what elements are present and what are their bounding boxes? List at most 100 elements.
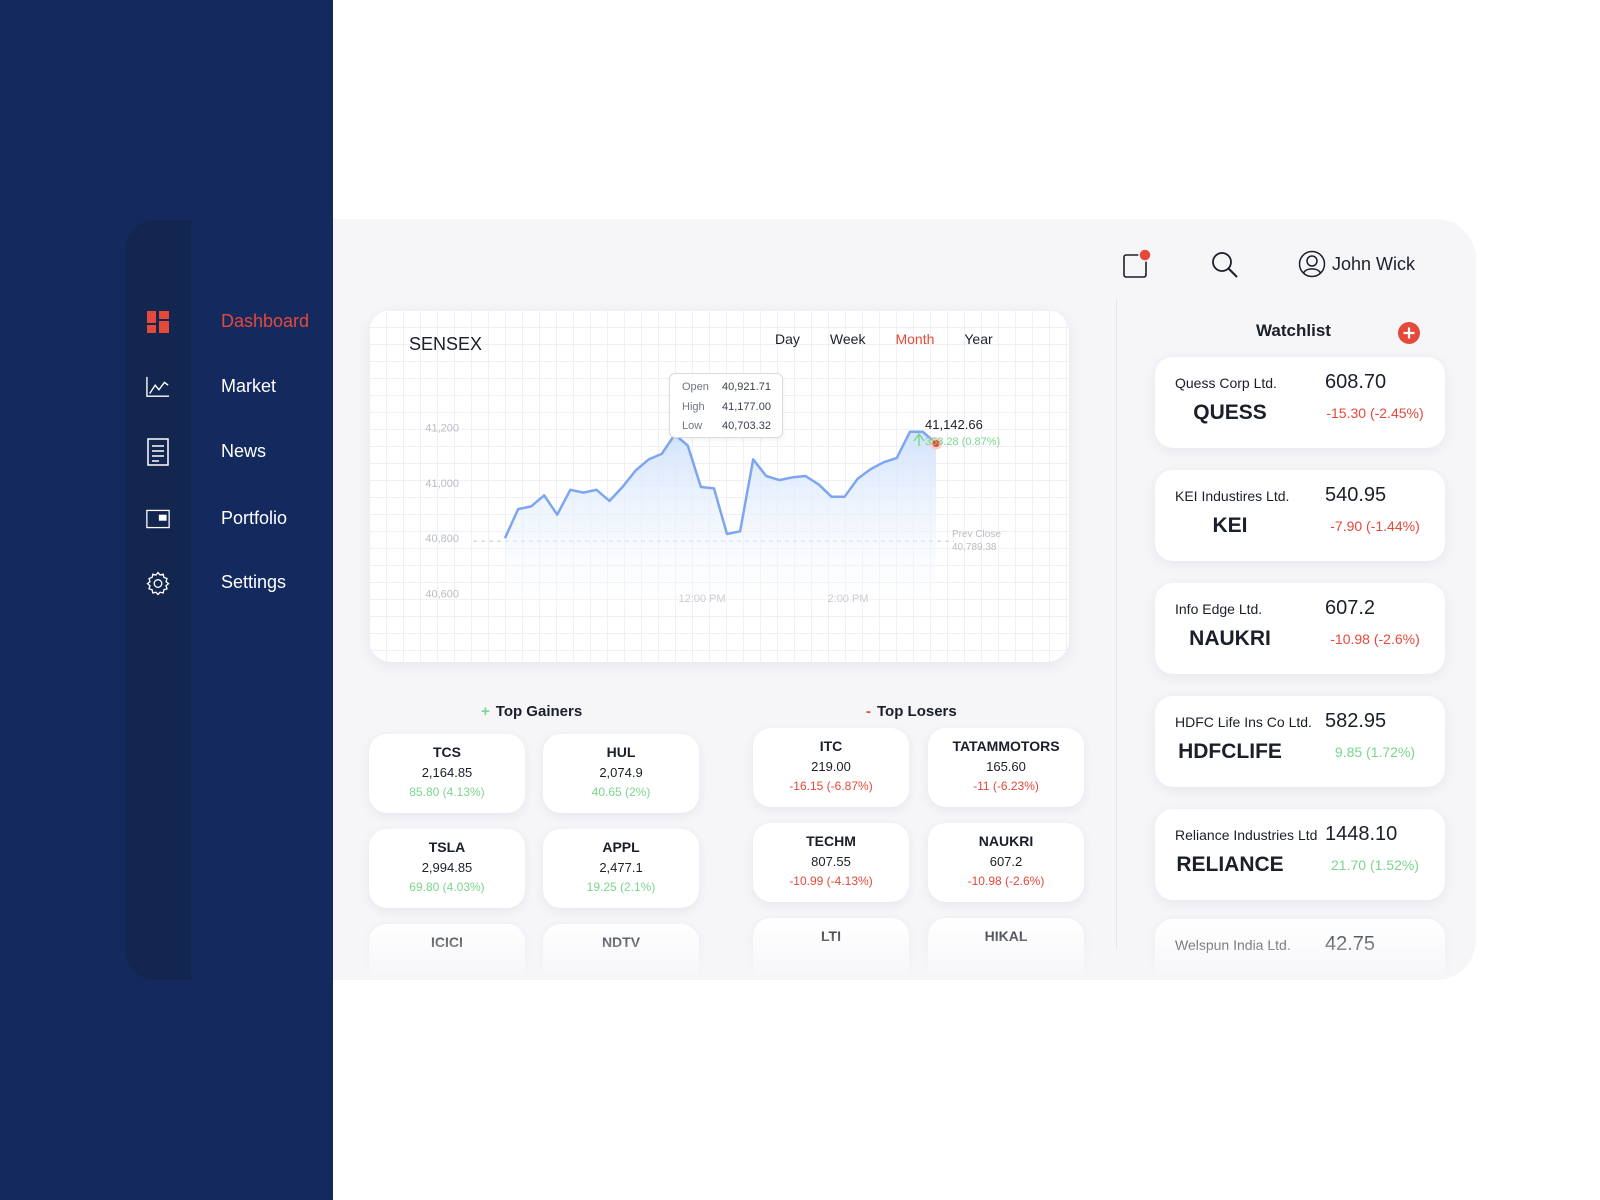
panel-divider [1116,299,1117,949]
stock-symbol: TECHM [806,833,856,849]
sidebar-item-news[interactable]: News [125,432,333,472]
watchlist-item[interactable]: KEI Industires Ltd. 540.95 KEI -7.90 (-1… [1155,470,1445,561]
y-tick-label: 41,000 [425,478,459,490]
up-arrow-icon [913,432,925,446]
notification-icon [1123,249,1152,278]
stock-price: 1448.10 [1325,823,1398,845]
stock-change: 69.80 (4.03%) [409,880,485,894]
dashboard-grid-icon [146,310,170,334]
company-name: Quess Corp Ltd. [1175,375,1277,391]
loser-card[interactable]: ITC 219.00 -16.15 (-6.87%) [753,728,909,807]
sidebar-item-label: Portfolio [221,508,288,528]
gainer-card[interactable]: HUL 2,074.9 40.65 (2%) [543,734,699,813]
minus-icon: - [866,703,871,720]
stock-symbol: ITC [819,738,843,754]
top-gainers-label: Top Gainers [495,703,583,720]
tab-day[interactable]: Day [775,331,800,347]
stock-symbol: HUL [606,744,636,760]
notification-button[interactable] [1122,249,1152,279]
loser-card[interactable]: NAUKRI 607.2 -10.98 (-2.6%) [928,823,1084,902]
sidebar-item-portfolio[interactable]: Portfolio [125,499,333,539]
tab-month[interactable]: Month [895,331,935,347]
sidebar-item-label: Dashboard [221,311,310,331]
stock-symbol: TATAMMOTORS [952,738,1060,754]
stock-change: 9.85 (1.72%) [1334,744,1416,760]
stock-change: -7.90 (-1.44%) [1330,518,1420,534]
gainer-card[interactable]: TSLA 2,994.85 69.80 (4.03%) [369,829,525,908]
stock-symbol: ICICI [431,934,463,950]
user-profile[interactable]: John Wick [1298,249,1415,279]
stock-symbol: NAUKRI [978,833,1034,849]
stock-ticker: NAUKRI [1189,627,1271,650]
stock-change: 85.80 (4.13%) [409,785,485,799]
stock-change: 21.70 (1.52%) [1331,857,1419,873]
y-tick-label: 41,200 [425,423,459,435]
company-name: KEI Industires Ltd. [1175,488,1290,504]
stock-price: 540.95 [1325,484,1387,506]
stock-price: 607.2 [1325,597,1376,619]
stock-price: 42.75 [1325,933,1376,955]
watchlist-item[interactable]: HDFC Life Ins Co Ltd. 582.95 HDFCLIFE 9.… [1155,696,1445,787]
sidebar-item-label: News [221,441,267,461]
stock-ticker: QUESS [1193,401,1267,424]
stock-symbol: NDTV [601,934,641,950]
prev-close-value: 40,789.38 [952,542,997,553]
plus-icon: + [481,703,490,720]
stock-symbol: HIKAL [984,928,1028,944]
stock-price: 219.00 [811,759,851,774]
gainer-card[interactable]: ICICI [369,924,525,980]
tab-week[interactable]: Week [829,331,866,347]
sidebar-item-dashboard[interactable]: Dashboard [125,302,333,342]
stock-symbol: APPL [602,839,640,855]
current-change: 353.28 (0.87%) [925,436,1000,448]
gainer-card[interactable]: APPL 2,477.1 19.25 (2.1%) [543,829,699,908]
loser-card[interactable]: LTI [753,918,909,980]
company-name: Welspun India Ltd. [1175,937,1291,953]
stock-change: 19.25 (2.1%) [586,880,656,894]
chart-title: SENSEX [409,334,483,354]
company-name: Reliance Industries Ltd [1175,827,1318,843]
loser-card[interactable]: TATAMMOTORS 165.60 -11 (-6.23%) [928,728,1084,807]
tooltip-open-label: Open [682,381,709,393]
stock-ticker: KEI [1212,514,1248,537]
current-value: 41,142.66 [925,417,983,432]
top-losers-label: Top Losers [877,703,957,720]
watchlist-add-button[interactable] [1398,322,1420,344]
watchlist-item[interactable]: Welspun India Ltd. 42.75 [1155,919,1445,980]
search-icon [1212,252,1238,278]
stock-price: 607.2 [989,854,1023,869]
loser-card[interactable]: HIKAL [928,918,1084,980]
sensex-line [503,430,937,539]
prev-close-label: Prev Close [952,529,1001,540]
company-name: Info Edge Ltd. [1175,601,1263,617]
y-tick-label: 40,600 [425,588,459,600]
gainer-card[interactable]: TCS 2,164.85 85.80 (4.13%) [369,734,525,813]
stock-change: -10.99 (-4.13%) [789,874,873,888]
stock-symbol: TSLA [428,839,466,855]
tooltip-open-row: Open 40,921.71 [682,381,778,393]
ohlc-tooltip: Open 40,921.71 High 41,177.00 Low 40,703.32 [669,373,783,438]
stock-symbol: TCS [433,744,461,760]
plus-circle-icon [1403,327,1415,339]
current-point [932,439,940,447]
sidebar-item-settings[interactable]: Settings [125,563,333,603]
watchlist-item[interactable]: Quess Corp Ltd. 608.70 QUESS -15.30 (-2.… [1155,357,1445,448]
stock-change: -10.98 (-2.6%) [967,874,1045,888]
loser-card[interactable]: TECHM 807.55 -10.99 (-4.13%) [753,823,909,902]
search-button[interactable] [1210,249,1242,281]
y-tick-label: 40,800 [425,533,459,545]
stock-price: 807.55 [811,854,851,869]
tooltip-open-value: 40,921.71 [722,381,771,393]
watchlist-item[interactable]: Info Edge Ltd. 607.2 NAUKRI -10.98 (-2.6… [1155,583,1445,674]
sidebar-item-label: Settings [221,572,287,592]
tab-year[interactable]: Year [964,331,993,347]
stock-price: 2,994.85 [421,860,473,875]
watchlist-item[interactable]: Reliance Industries Ltd 1448.10 RELIANCE… [1155,809,1445,900]
sidebar-item-market[interactable]: Market [125,367,333,407]
stock-price: 165.60 [986,759,1026,774]
stock-price: 582.95 [1325,710,1387,732]
gainer-card[interactable]: NDTV [543,924,699,980]
document-icon [146,438,170,466]
